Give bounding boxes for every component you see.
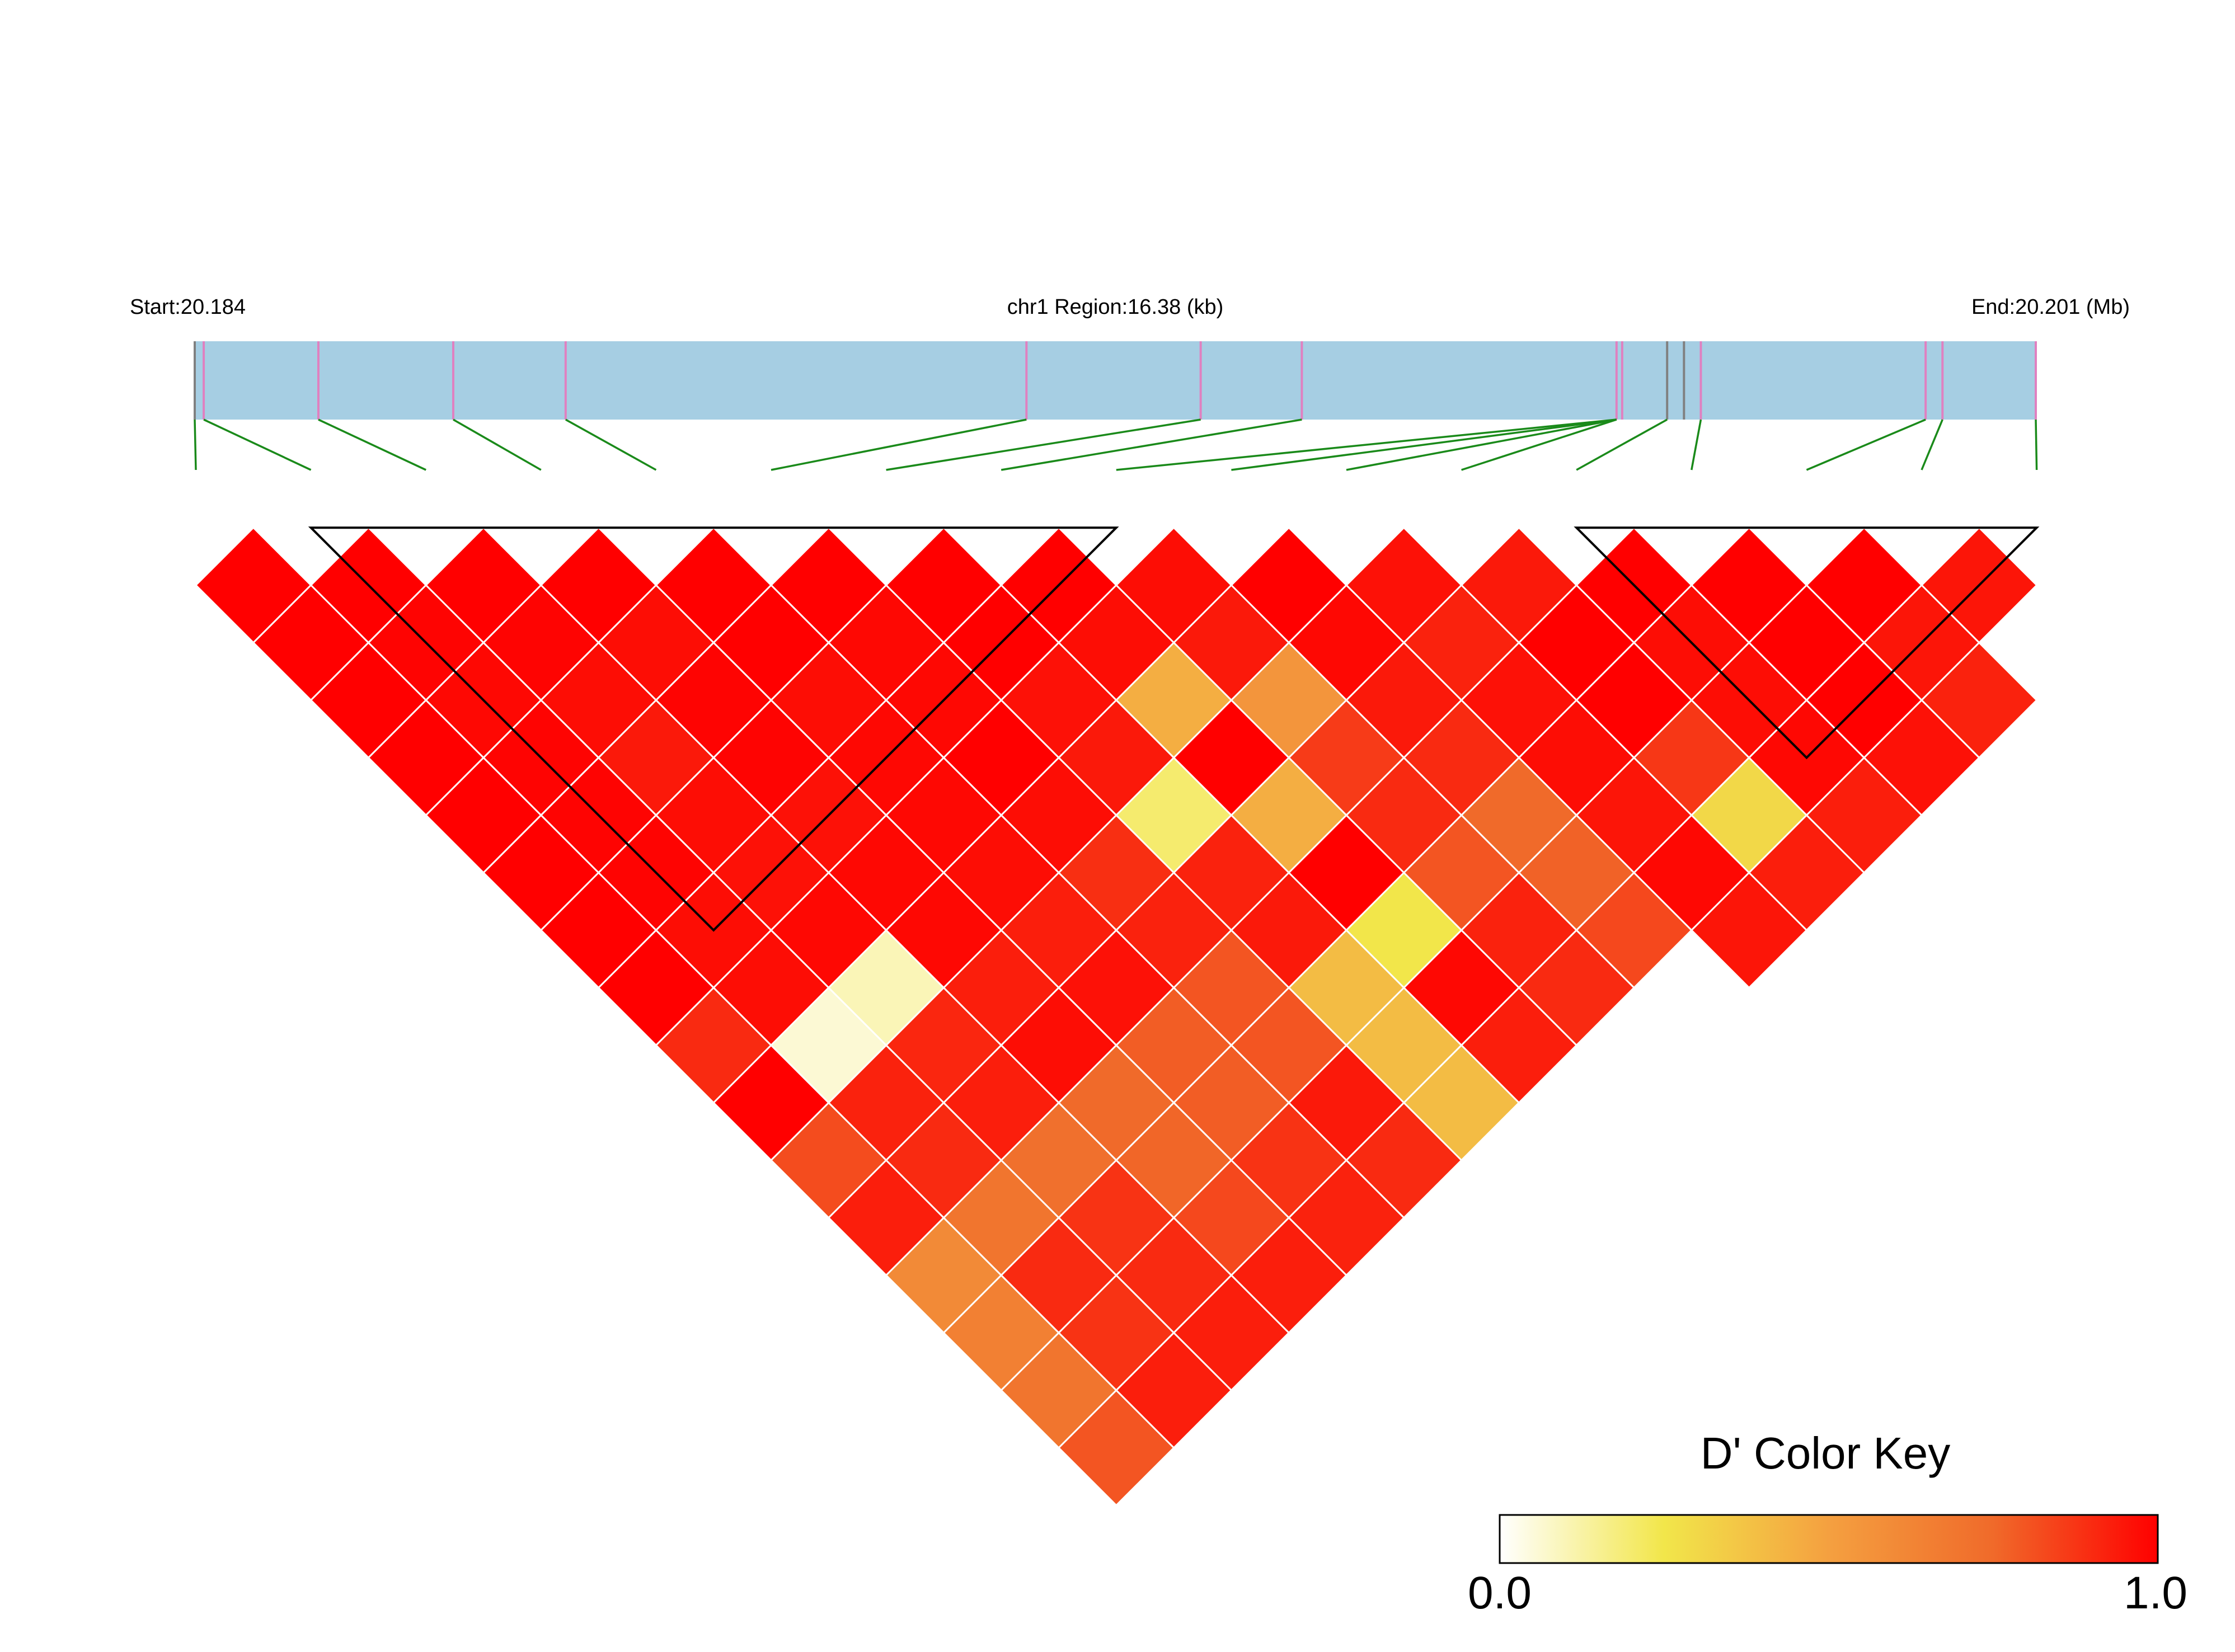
chromosome-region-bar [195,341,2036,420]
snp-connector [194,419,197,470]
region-end-label: End:20.201 (Mb) [1971,295,2130,319]
snp-connectors [194,418,2038,471]
snp-markers [194,341,2037,420]
color-key-max-label: 1.0 [2124,1568,2187,1618]
ld-block-outline [308,526,1119,932]
snp-connector [453,418,542,471]
ld-cell [1690,871,1808,989]
snp-connector [886,418,1201,471]
snp-connector [1231,418,1617,471]
snp-connector [203,418,312,471]
color-key-bar [1499,1514,2159,1564]
snp-connector [1576,418,1668,471]
snp-connector [1806,418,1926,471]
snp-connector [1461,418,1617,471]
ld-block-outlines [308,526,2040,932]
region-middle-label: chr1 Region:16.38 (kb) [1007,295,1224,319]
ld-cell [1057,1389,1175,1507]
ld-block-outline [1574,526,2040,760]
snp-connector [1921,419,1943,470]
color-key-min-label: 0.0 [1468,1568,1532,1618]
snp-connector [771,418,1027,471]
snp-connector [1116,418,1617,471]
snp-connector [1001,418,1302,471]
snp-connector [318,418,426,471]
color-key-title: D' Color Key [1701,1428,1951,1478]
snp-connector [1346,418,1617,471]
snp-connector [1691,419,1702,470]
region-start-label: Start:20.184 [130,295,246,319]
snp-connector [565,418,657,471]
ld-cells [194,526,2038,1507]
snp-connector [2035,419,2038,470]
